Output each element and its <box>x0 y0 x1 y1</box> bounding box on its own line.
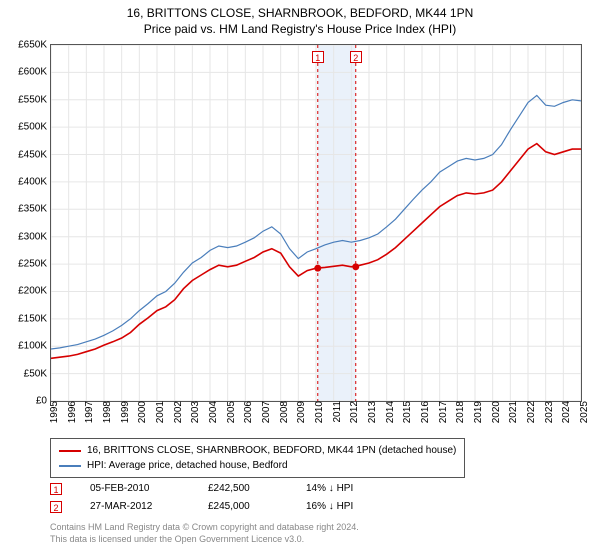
x-tick-label: 1998 <box>100 401 113 423</box>
chart-marker-2: 2 <box>350 51 362 63</box>
y-tick-label: £550K <box>18 94 51 105</box>
x-tick-label: 2013 <box>365 401 378 423</box>
transaction-delta: 14% ↓ HPI <box>306 480 353 498</box>
y-tick-label: £150K <box>18 313 51 324</box>
x-tick-label: 2023 <box>542 401 555 423</box>
title-sub: Price paid vs. HM Land Registry's House … <box>0 22 600 38</box>
x-tick-label: 2024 <box>559 401 572 423</box>
x-tick-label: 2009 <box>294 401 307 423</box>
chart-marker-1: 1 <box>312 51 324 63</box>
title-main: 16, BRITTONS CLOSE, SHARNBROOK, BEDFORD,… <box>0 6 600 22</box>
legend-swatch <box>59 465 81 467</box>
transaction-delta: 16% ↓ HPI <box>306 498 353 516</box>
footer: Contains HM Land Registry data © Crown c… <box>50 522 359 545</box>
transaction-date: 05-FEB-2010 <box>90 480 180 498</box>
x-tick-label: 2022 <box>524 401 537 423</box>
x-tick-label: 2017 <box>436 401 449 423</box>
transactions-table: 1 05-FEB-2010 £242,500 14% ↓ HPI 2 27-MAR-201… <box>50 480 353 516</box>
transaction-price: £242,500 <box>208 480 278 498</box>
x-tick-label: 2014 <box>383 401 396 423</box>
x-tick-label: 2015 <box>400 401 413 423</box>
x-tick-label: 1999 <box>118 401 131 423</box>
plot-region: £0£50K£100K£150K£200K£250K£300K£350K£400… <box>50 44 582 402</box>
legend-swatch <box>59 450 81 452</box>
legend-item: 16, BRITTONS CLOSE, SHARNBROOK, BEDFORD,… <box>59 443 456 458</box>
x-tick-label: 2001 <box>153 401 166 423</box>
footer-line1: Contains HM Land Registry data © Crown c… <box>50 522 359 534</box>
x-tick-label: 1996 <box>65 401 78 423</box>
y-tick-label: £100K <box>18 341 51 352</box>
y-tick-label: £400K <box>18 176 51 187</box>
plot-svg <box>51 45 581 401</box>
x-tick-label: 2005 <box>224 401 237 423</box>
x-tick-label: 1995 <box>47 401 60 423</box>
transaction-marker: 2 <box>50 501 62 513</box>
transaction-price: £245,000 <box>208 498 278 516</box>
y-tick-label: £250K <box>18 259 51 270</box>
legend-label: 16, BRITTONS CLOSE, SHARNBROOK, BEDFORD,… <box>87 443 456 458</box>
x-tick-label: 2008 <box>277 401 290 423</box>
legend-item: HPI: Average price, detached house, Bedf… <box>59 458 456 473</box>
chart-container: 16, BRITTONS CLOSE, SHARNBROOK, BEDFORD,… <box>0 0 600 560</box>
x-tick-label: 2016 <box>418 401 431 423</box>
footer-line2: This data is licensed under the Open Gov… <box>50 534 359 546</box>
transaction-marker: 1 <box>50 483 62 495</box>
title-block: 16, BRITTONS CLOSE, SHARNBROOK, BEDFORD,… <box>0 0 600 37</box>
x-tick-label: 2010 <box>312 401 325 423</box>
chart-area: £0£50K£100K£150K£200K£250K£300K£350K£400… <box>50 44 582 402</box>
y-tick-label: £300K <box>18 231 51 242</box>
y-tick-label: £500K <box>18 122 51 133</box>
x-tick-label: 2002 <box>171 401 184 423</box>
y-tick-label: £650K <box>18 40 51 51</box>
x-tick-label: 1997 <box>82 401 95 423</box>
x-tick-label: 2019 <box>471 401 484 423</box>
x-tick-label: 2018 <box>453 401 466 423</box>
x-tick-label: 2020 <box>489 401 502 423</box>
x-tick-label: 2011 <box>330 401 343 423</box>
x-tick-label: 2007 <box>259 401 272 423</box>
y-tick-label: £600K <box>18 67 51 78</box>
transaction-date: 27-MAR-2012 <box>90 498 180 516</box>
transaction-row: 1 05-FEB-2010 £242,500 14% ↓ HPI <box>50 480 353 498</box>
legend: 16, BRITTONS CLOSE, SHARNBROOK, BEDFORD,… <box>50 438 465 478</box>
legend-label: HPI: Average price, detached house, Bedf… <box>87 458 288 473</box>
x-tick-label: 2025 <box>577 401 590 423</box>
x-tick-label: 2003 <box>188 401 201 423</box>
x-tick-label: 2012 <box>347 401 360 423</box>
y-tick-label: £200K <box>18 286 51 297</box>
y-tick-label: £50K <box>24 368 51 379</box>
x-tick-label: 2006 <box>241 401 254 423</box>
y-tick-label: £350K <box>18 204 51 215</box>
x-tick-label: 2004 <box>206 401 219 423</box>
x-tick-label: 2021 <box>506 401 519 423</box>
transaction-row: 2 27-MAR-2012 £245,000 16% ↓ HPI <box>50 498 353 516</box>
x-tick-label: 2000 <box>135 401 148 423</box>
y-tick-label: £450K <box>18 149 51 160</box>
